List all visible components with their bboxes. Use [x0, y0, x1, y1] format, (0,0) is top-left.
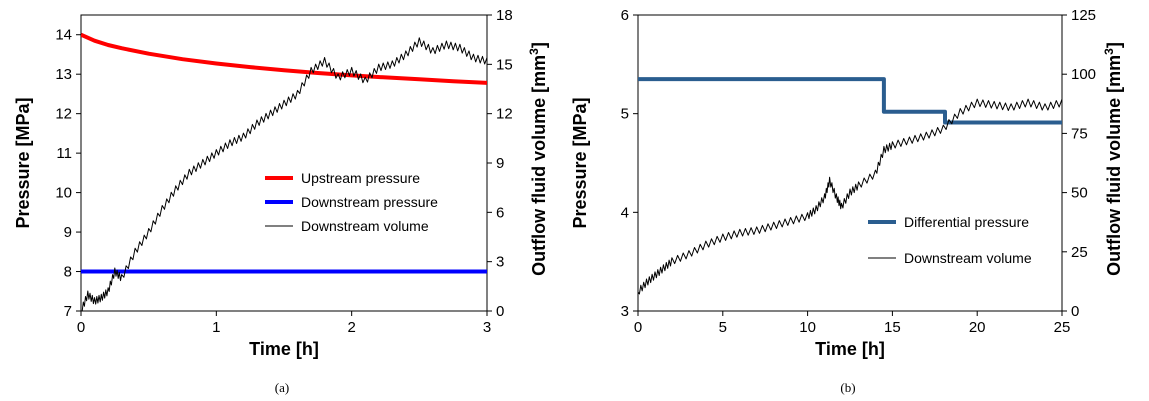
legend-entry: Downstream pressure: [301, 194, 438, 210]
y2-tick-label: 125: [1071, 7, 1096, 24]
x-tick-label: 0: [634, 319, 642, 336]
y-tick-label: 14: [55, 27, 72, 44]
y2-axis-title-end: ]: [1104, 42, 1124, 48]
x-tick-label: 5: [719, 319, 727, 336]
y2-axis-title-sup: 3: [1102, 48, 1116, 55]
y2-tick-label: 18: [496, 7, 513, 24]
y2-tick-label: 15: [496, 56, 513, 73]
y2-tick-label: 9: [496, 155, 504, 172]
y-tick-label: 5: [621, 106, 629, 123]
plot-frame: [637, 14, 1063, 312]
x-tick-label: 25: [1054, 319, 1071, 336]
x-tick-label: 1: [212, 319, 220, 336]
y2-tick-label: 75: [1071, 125, 1088, 142]
x-axis-title: Time [h]: [815, 339, 885, 359]
y2-axis-title-end: ]: [529, 42, 549, 48]
y2-tick-label: 100: [1071, 66, 1096, 83]
legend-entry: Upstream pressure: [301, 170, 420, 186]
y2-axis-title: Outflow fluid volume [mm3]: [1102, 42, 1124, 276]
x-axis-title: Time [h]: [249, 339, 319, 359]
series-line-downstream-volume: [638, 98, 1062, 295]
x-tick-label: 0: [77, 319, 85, 336]
y-tick-label: 11: [56, 145, 72, 162]
series-line-downstream-volume: [81, 37, 487, 311]
y-tick-label: 9: [64, 224, 72, 241]
y2-axis-title-sup: 3: [527, 48, 541, 55]
y-tick-label: 7: [64, 303, 72, 320]
y-tick-label: 8: [64, 264, 72, 281]
x-tick-label: 20: [969, 319, 986, 336]
x-tick-label: 2: [347, 319, 355, 336]
x-tick-label: 3: [483, 319, 491, 336]
y-tick-label: 3: [621, 303, 629, 320]
panel-caption: (a): [275, 380, 289, 395]
y2-tick-label: 25: [1071, 244, 1088, 261]
legend-entry: Differential pressure: [904, 214, 1029, 230]
panel-caption: (b): [840, 380, 855, 395]
y2-axis-title: Outflow fluid volume [mm3]: [527, 42, 549, 276]
y-tick-label: 6: [621, 7, 629, 24]
legend-entry: Downstream volume: [904, 250, 1032, 266]
y2-axis-title-main: Outflow fluid volume [mm: [1104, 55, 1124, 276]
y2-tick-label: 0: [1071, 303, 1079, 320]
y2-tick-label: 3: [496, 254, 504, 271]
x-tick-label: 10: [799, 319, 816, 336]
y2-tick-label: 50: [1071, 185, 1088, 202]
y-tick-label: 12: [55, 106, 72, 123]
y2-axis-title-main: Outflow fluid volume [mm: [529, 55, 549, 276]
y2-tick-label: 6: [496, 204, 504, 221]
y2-tick-label: 0: [496, 303, 504, 320]
x-tick-label: 15: [884, 319, 901, 336]
y-tick-label: 13: [55, 66, 72, 83]
y-axis-title: Pressure [MPa]: [13, 97, 33, 228]
plot-frame: [80, 14, 488, 312]
y-tick-label: 4: [621, 204, 629, 221]
series-line-upstream-pressure: [81, 32, 487, 85]
legend-entry: Downstream volume: [301, 218, 429, 234]
y-axis-title: Pressure [MPa]: [570, 97, 590, 228]
y-tick-label: 10: [55, 185, 72, 202]
y2-tick-label: 12: [496, 106, 513, 123]
series-line-differential-pressure: [638, 77, 1062, 125]
